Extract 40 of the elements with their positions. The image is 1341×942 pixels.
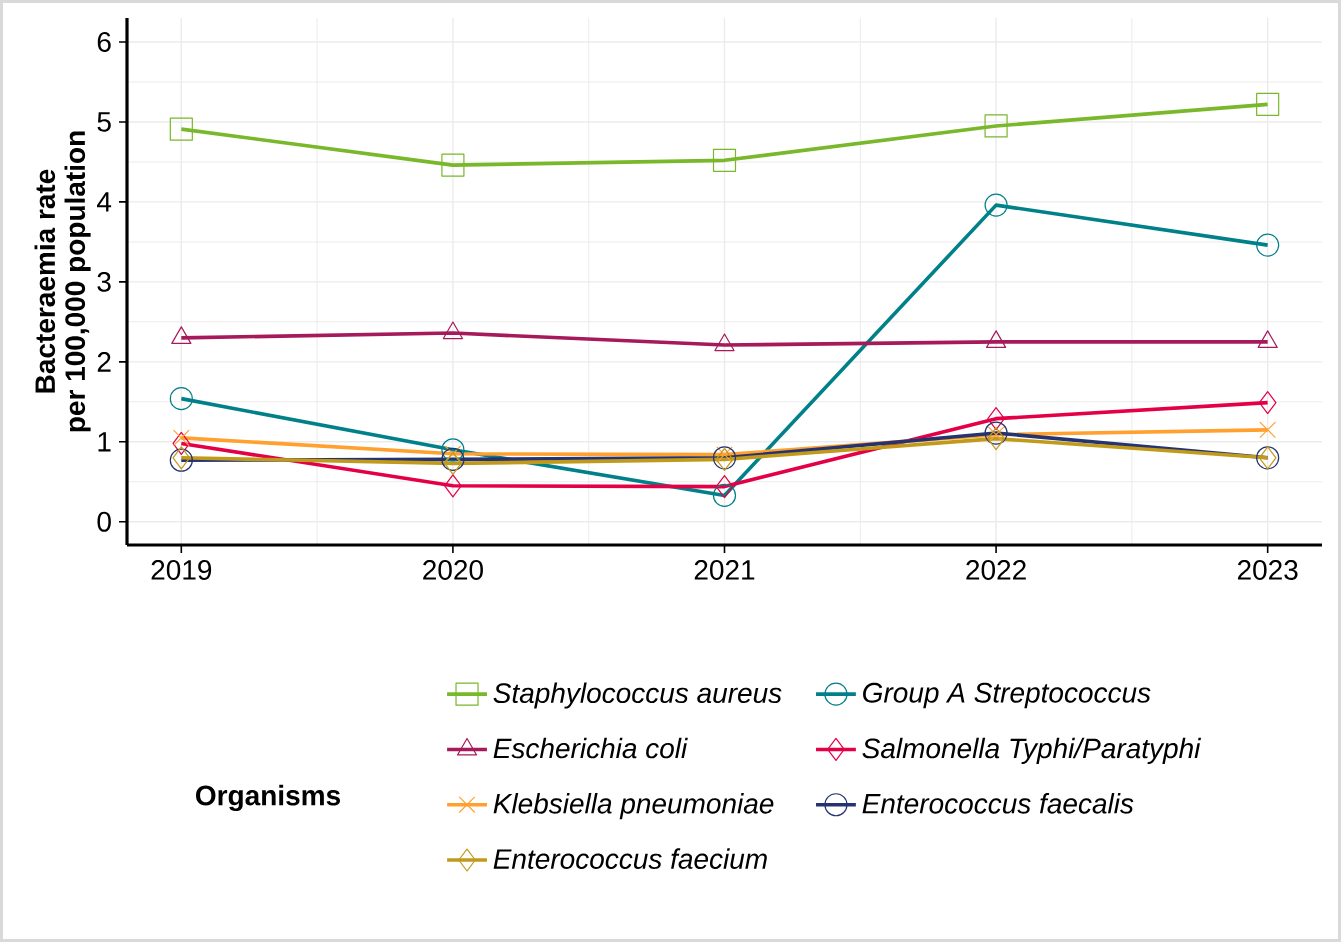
point — [172, 431, 191, 456]
point — [441, 153, 465, 177]
y-tick-label: 0 — [97, 511, 111, 532]
legend-label: Enterococcus faecium — [493, 848, 767, 869]
legend-label: Group A Streptococcus — [863, 682, 1151, 709]
legend-label: Klebsiella pneumoniae — [493, 793, 774, 820]
point — [172, 429, 190, 447]
legend-label: Escherichia coli — [493, 737, 688, 759]
point — [984, 421, 1008, 445]
point — [987, 427, 1005, 451]
legend-title: Organisms — [196, 784, 340, 812]
x-tick-label: 2023 — [1237, 560, 1298, 580]
legend-label: Enterococcus faecalis — [862, 793, 1134, 814]
y-tick-label: 4 — [97, 192, 112, 212]
y-tick-label: 5 — [97, 112, 111, 132]
point — [169, 117, 193, 141]
legend-label: Staphylococcus aureus — [493, 682, 782, 709]
point — [1256, 233, 1280, 257]
y-tick-label: 2 — [97, 352, 111, 372]
point — [1258, 391, 1277, 415]
point — [712, 483, 737, 508]
y-tick-label: 6 — [97, 32, 111, 52]
x-tick-label: 2019 — [151, 560, 212, 580]
point — [987, 407, 1005, 431]
x-tick-label: 2021 — [694, 560, 755, 580]
point — [169, 387, 193, 411]
point — [984, 193, 1008, 217]
y-tick-label: 3 — [97, 271, 111, 292]
point — [712, 148, 737, 172]
point — [441, 438, 465, 462]
point — [444, 474, 462, 498]
point — [1259, 421, 1277, 439]
legend-label: Salmonella Typhi/Paratyphi — [862, 737, 1201, 764]
y-tick-label: 1 — [98, 432, 111, 452]
point — [984, 114, 1008, 138]
x-tick-label: 2020 — [423, 560, 483, 580]
point — [715, 475, 734, 499]
y-axis-title: Bacteraemia rate per 100,000 population — [34, 131, 91, 432]
point — [1256, 92, 1280, 116]
x-tick-label: 2022 — [966, 560, 1026, 580]
